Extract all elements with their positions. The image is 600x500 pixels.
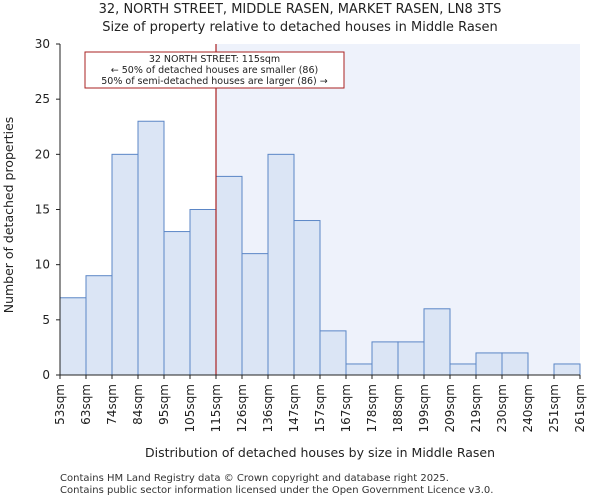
- x-axis-label: Distribution of detached houses by size …: [145, 445, 495, 460]
- bar-74sqm: [111, 153, 139, 376]
- bar-53sqm: [59, 297, 87, 376]
- y-ticks: 0 5 10 15 20 25 30: [35, 37, 60, 382]
- y-tick-label: 20: [35, 147, 50, 161]
- x-tick-label: 147sqm: [287, 384, 301, 432]
- y-axis-label: Number of detached properties: [1, 117, 16, 314]
- bars-group: [59, 120, 581, 376]
- y-tick-label: 15: [35, 203, 50, 217]
- x-tick-label: 209sqm: [443, 384, 457, 432]
- bar-251sqm: [553, 363, 581, 376]
- x-tick-label: 251sqm: [547, 384, 561, 432]
- x-tick-label: 219sqm: [469, 384, 483, 432]
- x-tick-label: 188sqm: [391, 384, 405, 432]
- bar-178sqm: [371, 341, 399, 376]
- chart-title: 32, NORTH STREET, MIDDLE RASEN, MARKET R…: [99, 2, 502, 17]
- bar-199sqm: [423, 308, 451, 376]
- x-tick-label: 157sqm: [313, 384, 327, 432]
- x-tick-label: 95sqm: [157, 384, 171, 425]
- chart-subtitle: Size of property relative to detached ho…: [102, 20, 498, 35]
- annotation-larger: 50% of semi-detached houses are larger (…: [101, 76, 328, 87]
- y-tick-label: 10: [35, 258, 50, 272]
- x-tick-label: 240sqm: [521, 384, 535, 432]
- bar-188sqm: [397, 341, 425, 376]
- x-tick-label: 178sqm: [365, 384, 379, 432]
- annotation-box: [84, 51, 345, 89]
- x-tick-label: 136sqm: [261, 384, 275, 432]
- bar-167sqm: [345, 363, 373, 376]
- bar-219sqm: [475, 352, 503, 376]
- x-tick-label: 53sqm: [53, 384, 67, 425]
- x-tick-label: 74sqm: [105, 384, 119, 425]
- footer-licence: Contains public sector information licen…: [60, 485, 494, 496]
- x-tick-label: 199sqm: [417, 384, 431, 432]
- y-tick-label: 0: [42, 368, 50, 382]
- bar-105sqm: [189, 209, 217, 376]
- bar-147sqm: [293, 220, 321, 376]
- y-tick-label: 25: [35, 92, 50, 106]
- footer-copyright: Contains HM Land Registry data © Crown c…: [60, 473, 449, 484]
- bar-230sqm: [501, 352, 529, 376]
- x-tick-label: 261sqm: [573, 384, 587, 432]
- annotation-label: 32 NORTH STREET: 115sqm: [149, 54, 280, 65]
- x-ticks: 53sqm 63sqm 74sqm 84sqm 95sqm 105sqm 115sqm 126…: [53, 375, 587, 432]
- x-tick-label: 63sqm: [79, 384, 93, 425]
- x-tick-label: 230sqm: [495, 384, 509, 432]
- x-tick-label: 84sqm: [131, 384, 145, 425]
- bar-157sqm: [319, 330, 347, 376]
- bar-136sqm: [267, 153, 295, 376]
- x-tick-label: 126sqm: [235, 384, 249, 432]
- bar-115sqm: [215, 175, 243, 376]
- bar-209sqm: [449, 363, 477, 376]
- x-tick-label: 167sqm: [339, 384, 353, 432]
- x-tick-label: 105sqm: [183, 384, 197, 432]
- bar-126sqm: [241, 253, 269, 376]
- bar-95sqm: [163, 231, 191, 376]
- y-tick-label: 5: [42, 313, 50, 327]
- x-tick-label: 115sqm: [209, 384, 223, 432]
- bar-63sqm: [85, 275, 113, 376]
- y-tick-label: 30: [35, 37, 50, 51]
- bar-84sqm: [137, 120, 165, 376]
- annotation-smaller: ← 50% of detached houses are smaller (86…: [111, 65, 318, 76]
